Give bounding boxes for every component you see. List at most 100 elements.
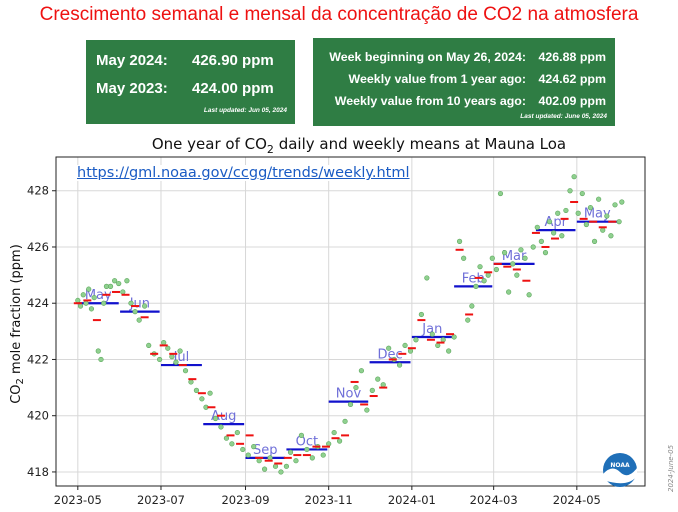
monthly-row-value: 424.00 ppm (192, 80, 274, 97)
daily-point (165, 345, 171, 351)
weekly-row-value: 426.88 ppm (538, 50, 607, 64)
daily-point (583, 221, 589, 228)
daily-point (262, 466, 268, 472)
source-link[interactable]: https://gml.noaa.gov/ccgg/trends/weekly.… (76, 165, 411, 181)
grid (56, 157, 645, 486)
plot-frame (55, 156, 646, 487)
daily-point (429, 331, 435, 337)
daily-point (256, 458, 262, 464)
daily-point (591, 238, 598, 244)
month-label: Jan (421, 322, 442, 337)
daily-point (124, 278, 130, 284)
daily-point (234, 429, 240, 436)
axes: 418 420 422 424 426 428 2023-05 2023-07 2023-09 2… (27, 156, 646, 507)
daily-point (358, 368, 365, 374)
monthly-updated-note: Last updated: Jun 05, 2024 (203, 107, 287, 114)
daily-point (128, 300, 134, 306)
daily-point (132, 309, 138, 315)
daily-point (86, 286, 92, 292)
month-label: May (85, 288, 112, 303)
daily-point (563, 207, 569, 214)
y-tick-label: 428 (27, 184, 49, 198)
daily-point (469, 303, 475, 309)
daily-point (101, 300, 107, 306)
daily-point (326, 441, 332, 447)
daily-point (320, 452, 326, 458)
daily-point (402, 342, 408, 349)
daily-point (107, 283, 114, 289)
daily-point (451, 334, 457, 340)
daily-point (608, 233, 614, 239)
monthly-summary-box: May 2024: 426.90 ppm May 2023: 424.00 ppm … (86, 40, 295, 124)
daily-point (612, 202, 618, 208)
plot-background (56, 157, 645, 486)
daily-point (418, 311, 424, 318)
daily-point (526, 292, 532, 298)
daily-point (380, 382, 386, 388)
logo-text: NOAA (610, 462, 630, 469)
daily-point (567, 188, 573, 194)
daily-point (83, 300, 89, 306)
daily-point (604, 213, 610, 219)
daily-point (559, 233, 565, 239)
weekly-row-label: Weekly value from 1 year ago: (348, 72, 526, 86)
weekly-row-value: 424.62 ppm (538, 72, 607, 86)
daily-point (142, 303, 148, 309)
chart-title: One year of CO2 daily and weekly means a… (152, 135, 566, 156)
daily-point (218, 424, 224, 430)
y-tick-label: 424 (27, 296, 49, 310)
daily-point (283, 463, 290, 469)
daily-point (120, 289, 126, 295)
daily-point (407, 348, 414, 354)
monthly-row-value: 426.90 ppm (192, 52, 274, 69)
daily-point (347, 401, 354, 408)
month-label: Mar (502, 249, 527, 264)
weekly-summary-box: Week beginning on May 26, 2024: 426.88 pp… (313, 38, 615, 126)
daily-point (413, 337, 419, 343)
daily-point (193, 387, 200, 393)
headline: Crescimento semanal e mensal da concentr… (39, 4, 639, 25)
daily-point (456, 238, 463, 244)
daily-point (424, 275, 430, 281)
daily-point (571, 174, 577, 180)
daily-point (538, 238, 544, 244)
daily-point (386, 345, 392, 351)
daily-point (342, 418, 348, 424)
daily-point (497, 190, 504, 197)
daily-point (95, 348, 101, 354)
daily-point (396, 362, 403, 368)
weekly-row-10y: Weekly value from 10 years ago: 402.09 pp… (335, 94, 606, 108)
month-label: Nov (336, 387, 362, 402)
monthly-row-current: May 2024: 426.90 ppm (96, 52, 274, 69)
daily-point (331, 429, 337, 436)
daily-point (80, 292, 86, 298)
daily-point (506, 289, 512, 295)
weekly-means (73, 200, 617, 465)
month-label: Sep (253, 443, 278, 458)
daily-point (77, 303, 84, 309)
daily-point (493, 266, 499, 273)
x-tick-label: 2024-03 (470, 493, 518, 507)
weekly-row-label: Week beginning on May 26, 2024: (329, 50, 526, 64)
daily-point (514, 272, 520, 278)
weekly-updated-note: Last updated: June 05, 2024 (520, 113, 607, 120)
daily-point (501, 250, 508, 256)
daily-point (245, 452, 251, 458)
side-note: 2024-June-05 (667, 444, 675, 492)
daily-point (298, 432, 305, 438)
daily-point (555, 210, 561, 216)
daily-point (465, 317, 471, 323)
daily-point (267, 455, 273, 461)
daily-point (616, 219, 622, 225)
daily-point (304, 446, 310, 453)
y-tick-label: 426 (27, 240, 49, 254)
daily-point (287, 449, 294, 455)
daily-point (530, 244, 536, 250)
daily-point (546, 219, 553, 225)
daily-point (223, 435, 230, 441)
daily-point (579, 190, 585, 197)
daily-point (98, 356, 104, 363)
daily-point (91, 294, 97, 301)
daily-point (336, 438, 343, 444)
